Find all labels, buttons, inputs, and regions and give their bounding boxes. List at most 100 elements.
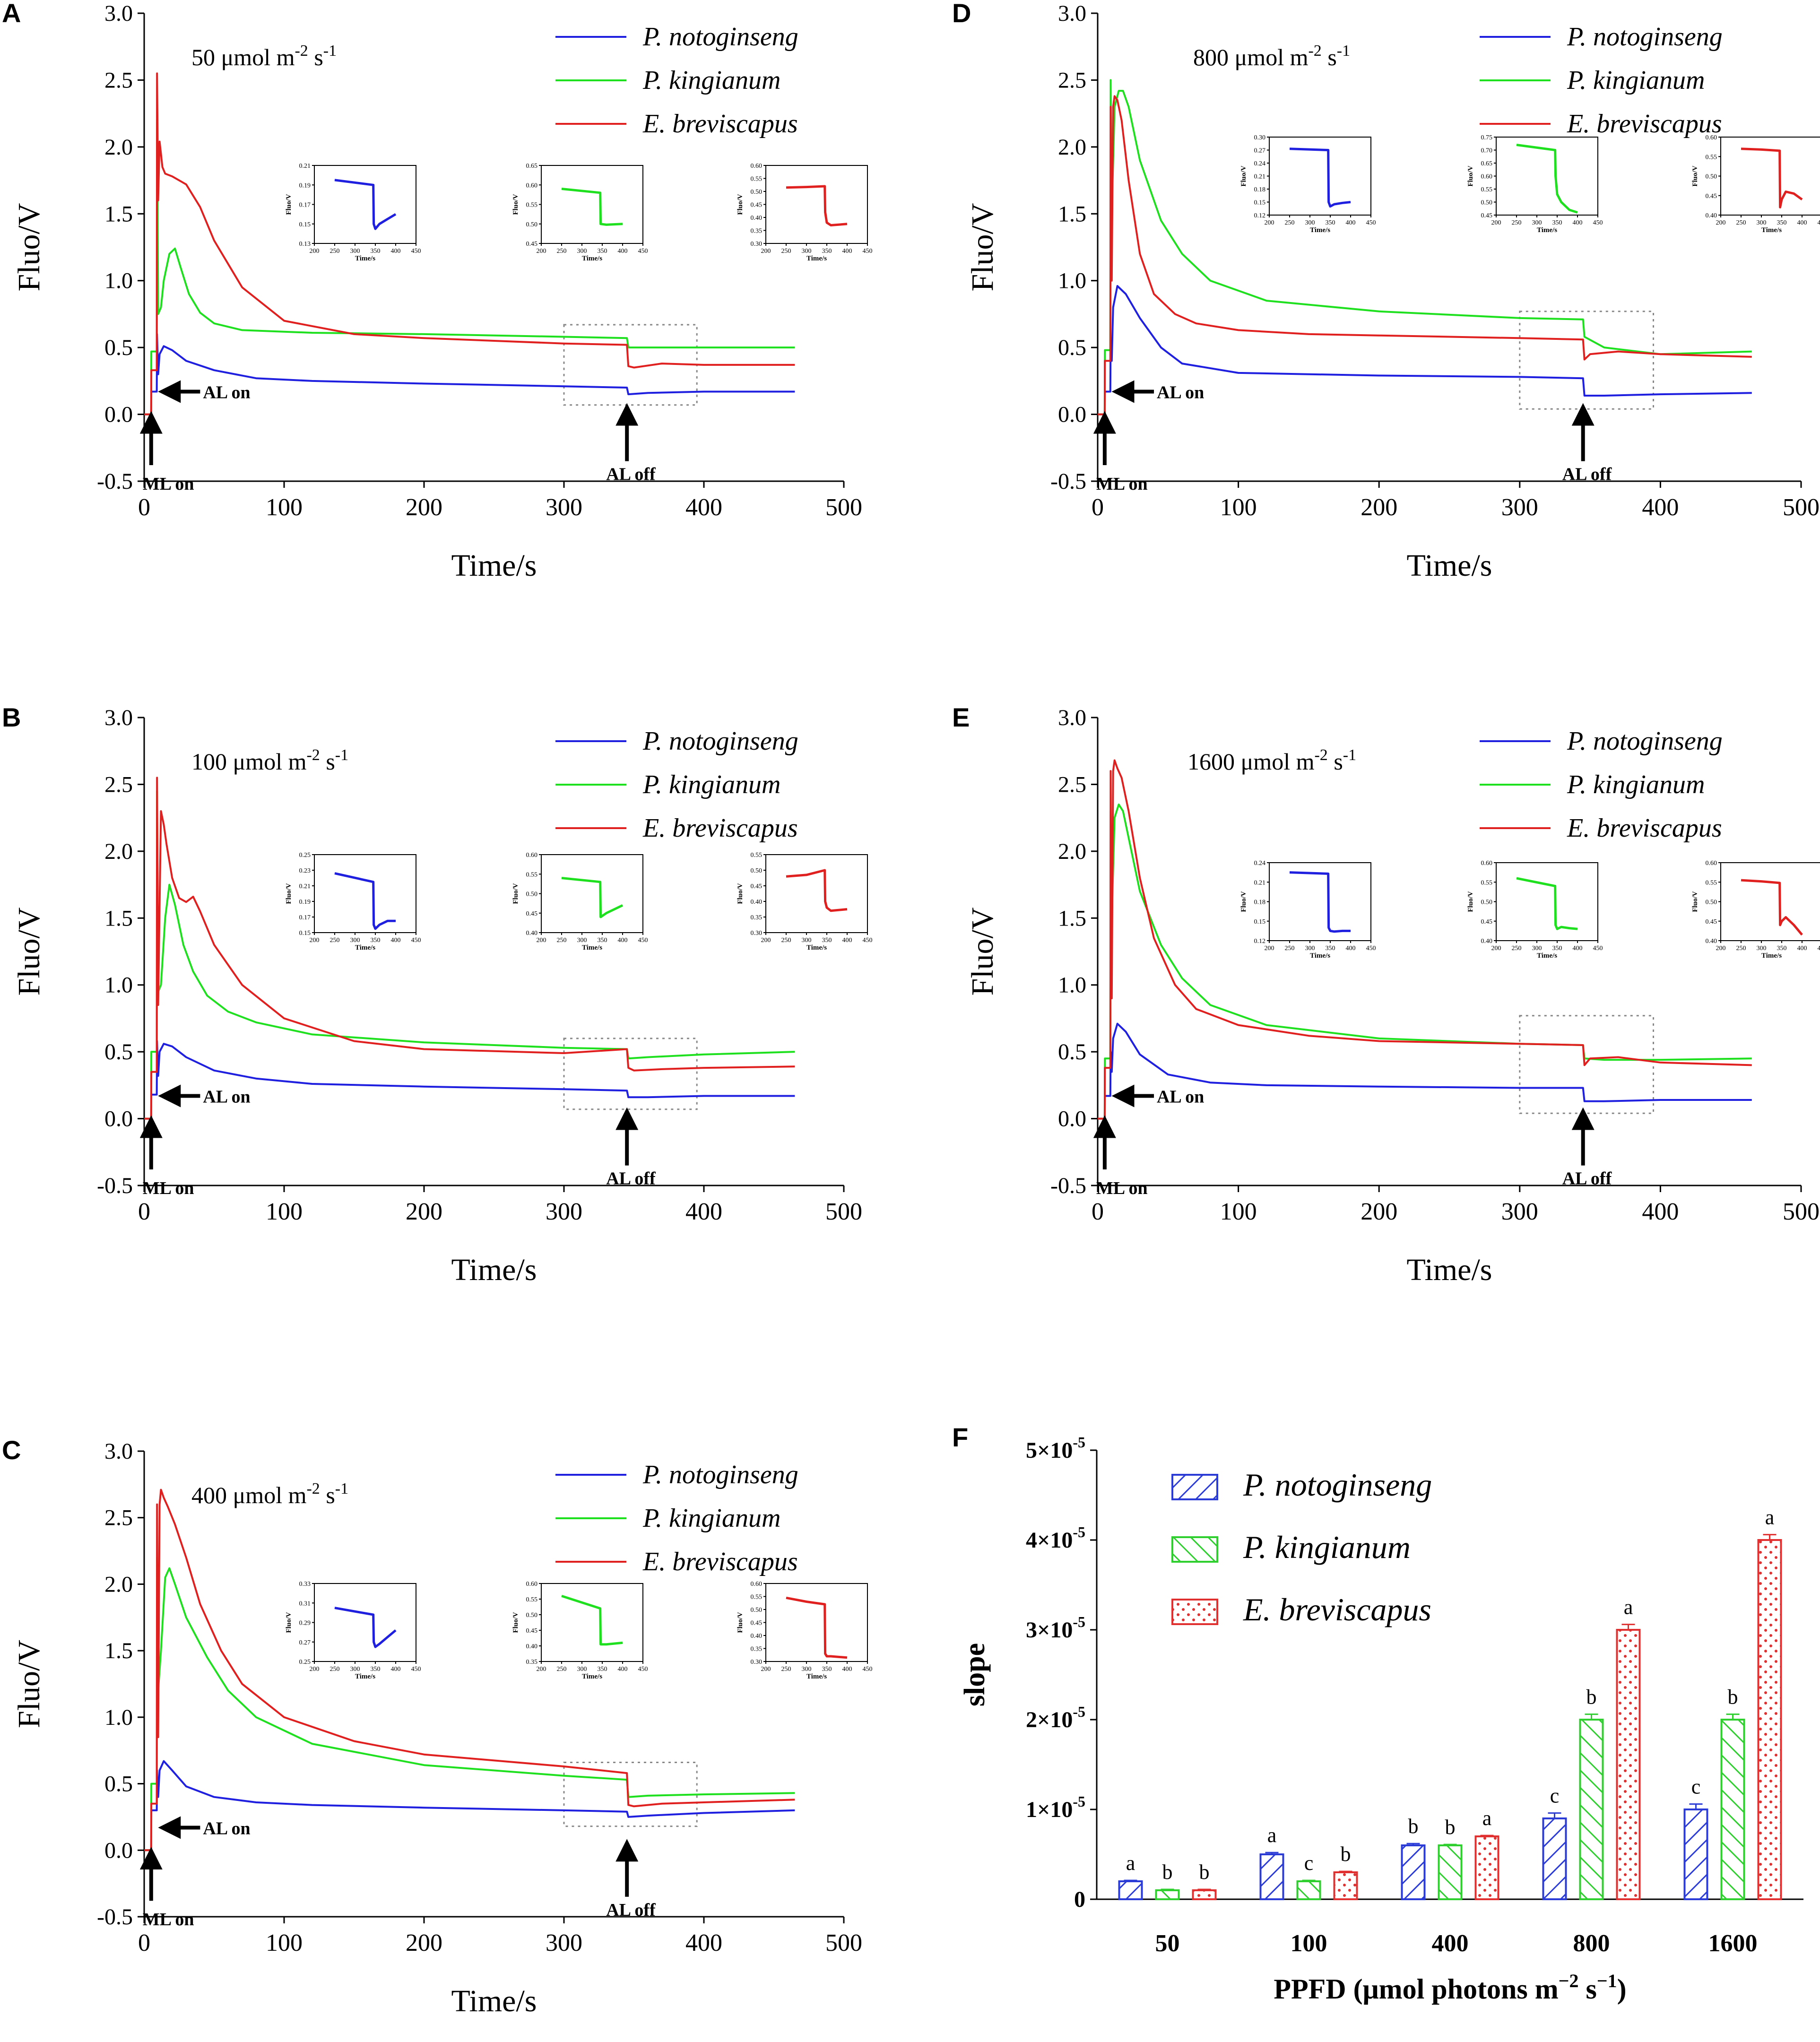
inset-y-tick-label: 0.55	[526, 202, 538, 209]
inset-y-tick-label: 0.75	[1481, 134, 1493, 141]
inset-x-tick-label: 400	[618, 248, 628, 255]
inset-y-tick-label: 0.40	[1706, 212, 1717, 219]
inset-x-tick-label: 200	[761, 248, 771, 255]
y-tick-label: 1.5	[1058, 906, 1086, 931]
y-axis-label: slope	[959, 1643, 991, 1706]
inset-y-axis-label: Fluo/V	[285, 883, 293, 904]
inset-plot: 0.15 0.17 0.19 0.21 0.23 0.25 200 250 300 350 400 4…	[285, 852, 421, 952]
inset-y-tick-label: 0.21	[1254, 173, 1266, 181]
inset-x-tick-label: 300	[802, 248, 812, 255]
significance-letter: b	[1162, 1860, 1173, 1884]
al-on-label: AL on	[203, 1818, 250, 1838]
inset-y-tick-label: 0.45	[526, 1627, 538, 1635]
y-tick-label: 3.0	[104, 1, 133, 26]
y-tick-label: 2.5	[104, 68, 133, 93]
inset-frame	[1720, 137, 1820, 216]
x-tick-label: 50	[1155, 1930, 1180, 1957]
inset-series-line	[561, 1595, 623, 1646]
inset-x-tick-label: 200	[1716, 945, 1726, 952]
y-tick-label: 2.0	[104, 1572, 133, 1597]
inset-x-tick-label: 350	[1326, 219, 1335, 226]
inset-series-line	[1516, 877, 1578, 930]
inset-x-axis-label: Time/s	[582, 255, 602, 262]
y-tick-label: -0.5	[97, 1173, 133, 1198]
inset-x-tick-label: 300	[577, 248, 587, 255]
legend-label: P. notoginseng	[642, 727, 798, 756]
y-tick-exp: -5	[1073, 1523, 1085, 1540]
inset-x-axis-label: Time/s	[355, 944, 375, 952]
inset-x-tick-label: 250	[1512, 945, 1522, 952]
light-intensity-label: 50 μmol m-2 s-1	[191, 42, 337, 70]
legend-label: E. breviscapus	[642, 109, 798, 138]
light-exp2: -1	[1337, 42, 1350, 60]
series-line-p-notoginseng	[144, 1040, 795, 1120]
panel-label: B	[2, 702, 21, 732]
inset-x-tick-label: 250	[1512, 219, 1522, 226]
light-text: 100 μmol m	[191, 748, 307, 775]
y-tick-label: -0.5	[1050, 1173, 1086, 1198]
series-line-e-breviscapus	[1098, 759, 1752, 1120]
inset-x-tick-label: 250	[781, 937, 791, 944]
y-tick-label: 0.0	[104, 402, 133, 427]
light-space: s	[320, 1482, 335, 1508]
y-tick-label: 1.5	[104, 201, 133, 226]
inset-y-axis-label: Fluo/V	[1240, 891, 1248, 912]
bar-p-notoginseng	[1259, 1853, 1284, 1900]
inset-y-tick-label: 0.30	[751, 1659, 763, 1666]
y-tick-label: 2.5	[104, 772, 133, 797]
inset-series-line	[1741, 879, 1803, 936]
y-tick-label: 2.0	[1058, 135, 1086, 160]
y-tick-label: 0.0	[104, 1107, 133, 1132]
inset-plot: 0.30 0.35 0.40 0.45 0.50 0.55 0.60 200 250 300 350…	[737, 1581, 873, 1680]
inset-plot: 0.35 0.40 0.45 0.50 0.55 0.60 200 250 300 350 400 4…	[512, 1581, 648, 1680]
y-tick-exp: -5	[1073, 1434, 1085, 1451]
y-tick-base: 4×10	[1026, 1528, 1073, 1553]
inset-y-tick-label: 0.12	[1254, 212, 1266, 219]
inset-x-tick-label: 250	[1736, 945, 1746, 952]
inset-x-tick-label: 450	[638, 937, 648, 944]
x-tick-label: 300	[546, 1198, 582, 1225]
y-tick-label: 2.5	[104, 1506, 133, 1531]
light-exp2: -1	[1343, 746, 1356, 764]
al-on-label: AL on	[203, 1087, 250, 1107]
inset-x-tick-label: 450	[1818, 219, 1820, 226]
significance-letter: c	[1304, 1852, 1314, 1875]
legend-label: E. breviscapus	[1567, 109, 1722, 138]
inset-x-tick-label: 450	[411, 937, 421, 944]
inset-x-tick-label: 250	[1285, 945, 1295, 952]
inset-series-line	[1289, 147, 1351, 208]
x-label-exp2: −1	[1597, 1970, 1617, 1991]
inset-x-tick-label: 450	[863, 937, 873, 944]
bar-p-kingianum	[1296, 1880, 1321, 1900]
y-tick-label: -0.5	[1050, 469, 1086, 494]
x-tick-label: 500	[1783, 1198, 1820, 1225]
series-line-p-notoginseng	[1098, 1022, 1752, 1120]
inset-x-tick-label: 350	[822, 1666, 832, 1673]
y-axis-label: Fluo/V	[12, 203, 46, 291]
ml-on-label: ML on	[143, 1178, 194, 1198]
panel-label: F	[952, 1422, 968, 1452]
inset-y-tick-label: 0.40	[751, 1633, 763, 1640]
inset-x-tick-label: 300	[577, 937, 587, 944]
inset-frame	[765, 165, 868, 244]
y-tick-label: 2.5	[1058, 68, 1086, 93]
y-tick-label: 1.0	[104, 268, 133, 294]
al-off-label: AL off	[606, 1900, 656, 1920]
inset-plot: 0.40 0.45 0.50 0.55 0.60 200 250 300 350 400 450 Ti…	[512, 852, 648, 952]
al-off-label: AL off	[1562, 465, 1612, 485]
inset-plot: 0.25 0.27 0.29 0.31 0.33 200 250 300 350 400 450 Ti…	[285, 1581, 421, 1680]
inset-y-tick-label: 0.45	[751, 1620, 763, 1627]
inset-y-tick-label: 0.50	[751, 867, 763, 874]
significance-letter: b	[1408, 1815, 1419, 1838]
legend-label: E. breviscapus	[1567, 813, 1722, 843]
legend-label: P. notoginseng	[1567, 727, 1723, 756]
inset-x-axis-label: Time/s	[1310, 952, 1330, 960]
panel-d: D -0.5 0.0 0.5 1.0 1.5 2.0 2.5 3.0 0 100 200 300 400 5…	[952, 0, 1820, 583]
y-tick-label: 1×10-5	[1026, 1793, 1085, 1822]
inset-x-tick-label: 200	[310, 1666, 320, 1673]
significance-letter: b	[1728, 1686, 1738, 1709]
inset-y-tick-label: 0.29	[299, 1620, 311, 1627]
inset-y-tick-label: 0.45	[526, 241, 538, 248]
panel-a: A -0.5 0.0 0.5 1.0 1.5 2.0 2.5 3.0 0 100 200 300 400 5…	[2, 0, 873, 583]
